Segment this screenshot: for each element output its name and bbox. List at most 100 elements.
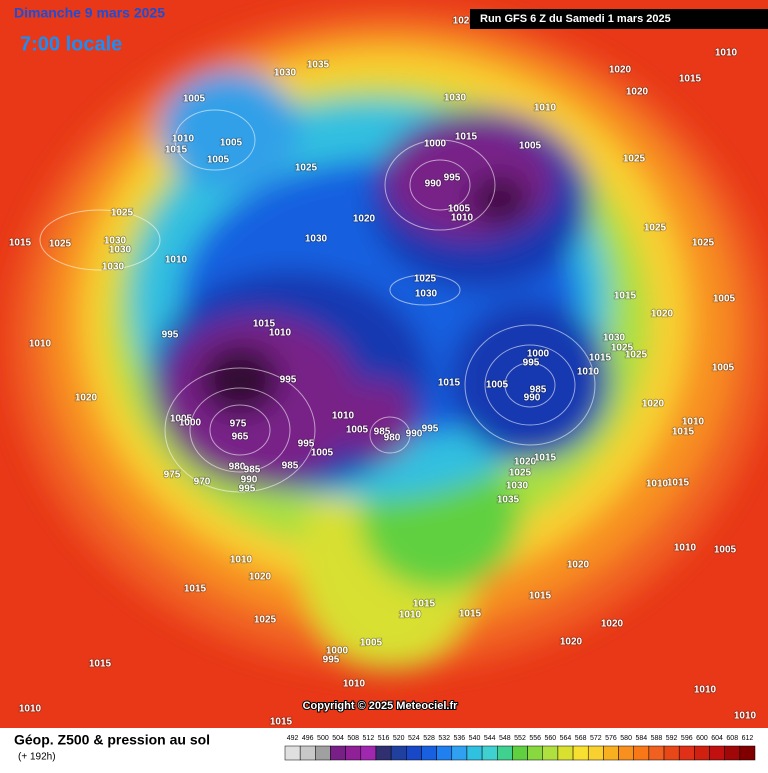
legend-value: 548 xyxy=(499,735,511,742)
legend-value: 492 xyxy=(287,735,299,742)
pressure-label: 1005 xyxy=(486,380,509,391)
legend-swatch xyxy=(375,745,392,761)
pressure-label: 1000 xyxy=(179,418,202,429)
time-text: 7:00 locale xyxy=(20,33,122,55)
legend-value: 516 xyxy=(378,735,390,742)
run-box xyxy=(470,9,768,29)
pressure-label: 995 xyxy=(280,375,297,386)
legend-value: 536 xyxy=(454,735,466,742)
legend-swatch xyxy=(587,745,604,761)
pressure-label: 1025 xyxy=(111,208,134,219)
pressure-label: 1015 xyxy=(679,74,702,85)
pressure-label: 1020 xyxy=(75,393,98,404)
pressure-label: 1015 xyxy=(438,378,461,389)
pressure-label: 1010 xyxy=(715,48,738,59)
legend-swatch xyxy=(330,745,346,761)
legend-swatch xyxy=(739,745,756,761)
pressure-label: 1020 xyxy=(514,457,537,468)
pressure-label: 1015 xyxy=(614,291,637,302)
legend-value: 564 xyxy=(560,735,572,742)
footer-lead: (+ 192h) xyxy=(18,752,56,763)
geopotential-field xyxy=(10,10,768,670)
pressure-label: 965 xyxy=(232,432,249,443)
pressure-label: 1025 xyxy=(509,468,532,479)
pressure-label: 1000 xyxy=(326,646,349,657)
pressure-label: 1020 xyxy=(651,309,674,320)
pressure-label: 1005 xyxy=(170,414,193,425)
legend-swatch xyxy=(724,745,741,761)
pressure-label: 1005 xyxy=(220,138,243,149)
pressure-label: 1020 xyxy=(626,87,649,98)
legend-swatch xyxy=(360,745,377,761)
pressure-label: 1010 xyxy=(230,555,253,566)
pressure-label: 975 xyxy=(164,470,181,481)
pressure-label: 1010 xyxy=(682,417,705,428)
pressure-label: 1010 xyxy=(19,704,42,715)
isobars xyxy=(39,109,596,493)
pressure-label: 1000 xyxy=(527,349,550,360)
legend-value: 528 xyxy=(423,735,435,742)
legend-swatch xyxy=(451,745,468,761)
pressure-label: 102 xyxy=(453,16,470,27)
pressure-label: 1005 xyxy=(311,448,334,459)
legend-value: 544 xyxy=(484,735,496,742)
legend-value: 540 xyxy=(469,735,481,742)
pressure-label: 995 xyxy=(298,439,315,450)
pressure-label: 1030 xyxy=(603,333,626,344)
pressure-label: 1020 xyxy=(249,572,272,583)
pressure-label: 1035 xyxy=(307,60,330,71)
legend-swatch xyxy=(406,745,422,761)
pressure-label: 1035 xyxy=(497,495,520,506)
legend-value: 556 xyxy=(529,735,541,742)
pressure-label: 985 xyxy=(244,465,261,476)
pressure-label: 1015 xyxy=(413,599,436,610)
pressure-label: 995 xyxy=(323,655,340,666)
pressure-label: 1020 xyxy=(560,637,583,648)
pressure-label: 985 xyxy=(374,427,391,438)
pressure-label: 1015 xyxy=(667,478,690,489)
pressure-label: 1015 xyxy=(9,238,32,249)
pressure-label: 1020 xyxy=(353,214,376,225)
legend-value: 576 xyxy=(605,735,617,742)
pressure-label: 1005 xyxy=(360,638,383,649)
pressure-label: 1010 xyxy=(646,479,669,490)
pressure-label: 1005 xyxy=(448,204,471,215)
pressure-label: 1025 xyxy=(625,350,648,361)
legend-value: 500 xyxy=(317,735,329,742)
legend-value: 580 xyxy=(620,735,632,742)
legend-value: 568 xyxy=(575,735,587,742)
pressure-label: 1020 xyxy=(601,619,624,630)
color-legend: 492 496 500 504 508 512 516 520 524 528 532 536 540 5… xyxy=(284,735,756,761)
legend-swatch xyxy=(284,745,301,761)
pressure-label: 1015 xyxy=(534,453,557,464)
pressure-label: 1010 xyxy=(269,328,292,339)
legend-value: 572 xyxy=(590,735,602,742)
legend-value: 512 xyxy=(363,735,375,742)
legend-swatch xyxy=(436,745,453,761)
legend-value: 584 xyxy=(635,735,647,742)
pressure-label: 990 xyxy=(425,179,442,190)
legend-value: 604 xyxy=(711,735,723,742)
legend-swatch xyxy=(390,745,407,761)
pressure-label: 1015 xyxy=(455,132,478,143)
legend-value: 560 xyxy=(544,735,556,742)
pressure-label: 1010 xyxy=(343,679,366,690)
legend-swatch xyxy=(633,745,650,761)
legend-swatch xyxy=(572,745,589,761)
pressure-label: 985 xyxy=(282,461,299,472)
pressure-label: 995 xyxy=(422,424,439,435)
legend-value: 612 xyxy=(742,735,754,742)
pressure-label: 995 xyxy=(162,330,179,341)
pressure-label: 1030 xyxy=(104,236,127,247)
pressure-label: 1020 xyxy=(609,65,632,76)
legend-swatch xyxy=(663,745,680,761)
pressure-label: 1010 xyxy=(734,711,757,722)
legend-swatch xyxy=(542,745,559,761)
pressure-label: 1015 xyxy=(459,609,482,620)
pressure-label: 990 xyxy=(241,475,258,486)
legend-swatch xyxy=(694,745,710,761)
pressure-label: 1005 xyxy=(346,425,369,436)
pressure-label: 1025 xyxy=(49,239,72,250)
